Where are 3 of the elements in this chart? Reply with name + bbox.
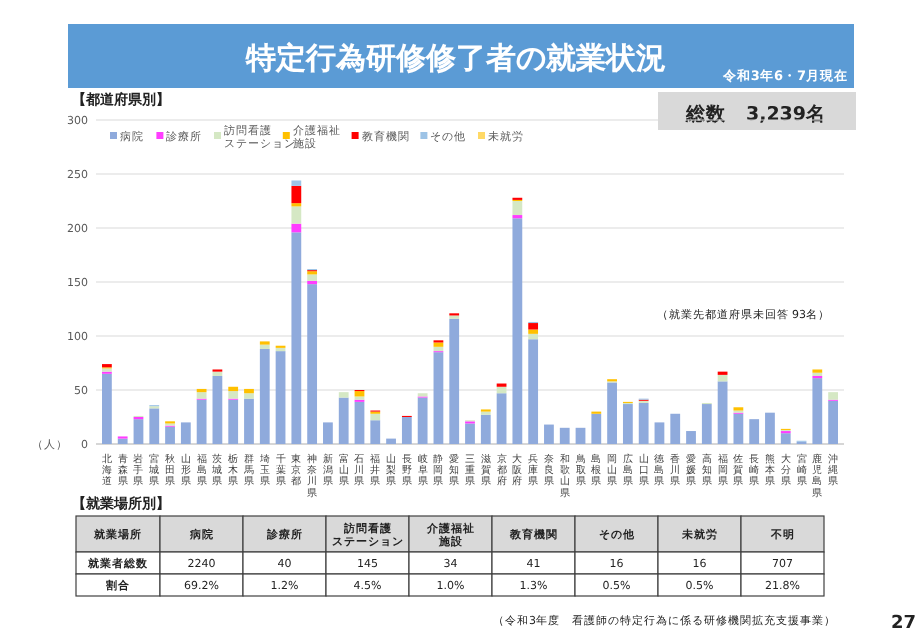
chart-title: 特定行為研修修了者の就業状況 [244, 40, 666, 76]
annotation: 総数 3,239名 [683, 102, 827, 126]
text: 27 [890, 614, 916, 634]
